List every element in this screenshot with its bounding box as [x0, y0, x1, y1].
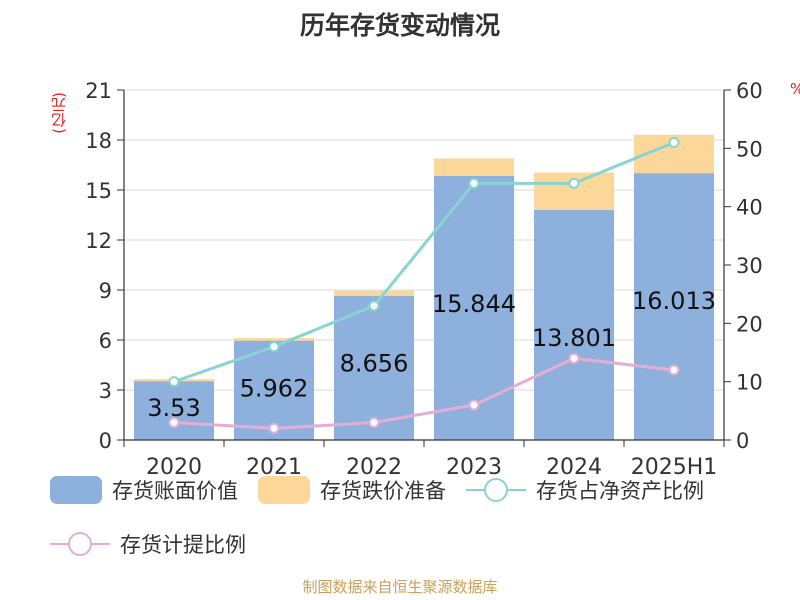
point-provision	[368, 417, 380, 428]
x-tick-label: 2023	[446, 455, 502, 480]
right-tick-label: 10	[736, 371, 763, 395]
bar-data-label: 16.013	[632, 287, 716, 315]
legend-swatch-reserve	[258, 476, 310, 504]
right-tick-label: 30	[736, 254, 763, 278]
left-tick-label: 15	[85, 179, 112, 203]
point-provision	[268, 422, 280, 434]
legend-label-book-value: 存货账面价值	[112, 479, 238, 503]
bar-data-label: 3.53	[147, 394, 200, 422]
x-tick-label: 2022	[346, 455, 402, 480]
right-tick-label: 60	[736, 79, 763, 103]
bar-data-label: 15.844	[432, 290, 516, 318]
bar-data-label: 13.801	[532, 324, 616, 352]
left-tick-label: 18	[85, 129, 112, 153]
left-tick-label: 0	[99, 429, 112, 453]
legend-row-1: 存货账面价值 存货跌价准备 存货占净资产比例	[50, 470, 790, 510]
legend-label-provision: 存货计提比例	[120, 533, 246, 557]
point-provision	[668, 364, 680, 376]
x-tick-label: 2020	[146, 455, 202, 480]
bar-book-value	[434, 175, 514, 440]
bar-reserve	[234, 338, 314, 341]
point-ratio	[468, 177, 480, 189]
bar-data-label: 5.962	[240, 375, 309, 403]
legend: 存货账面价值 存货跌价准备 存货占净资产比例 存货计提比例	[50, 470, 790, 578]
legend-swatch-ratio	[466, 478, 526, 502]
left-tick-label: 21	[85, 79, 112, 103]
bar-book-value	[334, 295, 414, 440]
left-tick-label: 3	[99, 379, 112, 403]
right-axis-unit: %	[790, 80, 800, 98]
legend-item-ratio[interactable]: 存货占净资产比例	[466, 475, 704, 505]
bar-data-label: 8.656	[340, 350, 409, 378]
line-ratio	[173, 141, 675, 384]
point-ratio	[568, 177, 580, 189]
left-tick-label: 6	[99, 329, 112, 353]
right-tick-label: 50	[736, 137, 763, 161]
left-tick-label: 12	[85, 229, 112, 253]
point-ratio	[368, 300, 380, 312]
right-tick-label: 40	[736, 196, 763, 220]
line-provision	[173, 356, 675, 430]
left-tick-label: 9	[99, 279, 112, 303]
point-ratio	[668, 137, 680, 148]
x-tick-label: 2024	[546, 455, 602, 480]
bar-book-value	[634, 173, 714, 440]
x-tick-label: 2025H1	[631, 455, 718, 480]
right-tick-label: 20	[736, 312, 763, 336]
x-tick-label: 2021	[246, 455, 302, 480]
point-provision	[468, 399, 480, 411]
source-footer: 制图数据来自恒生聚源数据库	[302, 578, 498, 596]
legend-label-reserve: 存货跌价准备	[320, 479, 446, 503]
legend-swatch-book-value	[50, 476, 102, 504]
point-ratio	[268, 341, 280, 353]
legend-row-2: 存货计提比例	[50, 524, 790, 564]
legend-swatch-provision	[50, 532, 110, 556]
bar-reserve	[434, 158, 514, 176]
point-provision	[168, 417, 180, 428]
legend-item-reserve[interactable]: 存货跌价准备	[258, 475, 446, 505]
legend-item-provision[interactable]: 存货计提比例	[50, 529, 246, 559]
point-ratio	[168, 376, 180, 388]
right-tick-label: 0	[736, 429, 749, 453]
chart-title: 历年存货变动情况	[299, 11, 500, 40]
bar-book-value	[134, 381, 214, 440]
point-provision	[568, 352, 580, 364]
bar-book-value	[534, 209, 614, 440]
legend-label-ratio: 存货占净资产比例	[536, 479, 704, 503]
legend-item-book-value[interactable]: 存货账面价值	[50, 475, 238, 505]
bar-reserve	[334, 290, 414, 296]
